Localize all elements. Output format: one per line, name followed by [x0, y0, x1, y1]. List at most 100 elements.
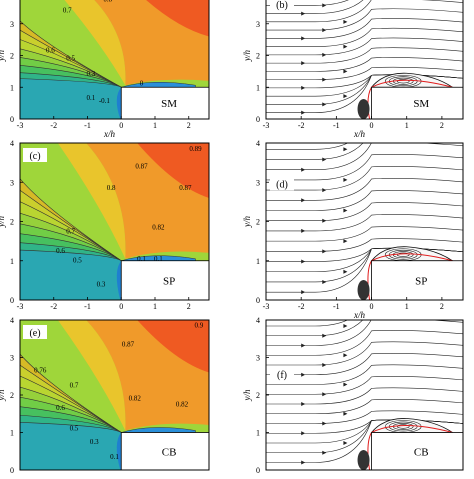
contour-value-label: 0.5	[66, 54, 75, 62]
streamline-arrow	[301, 167, 306, 172]
contour-value-label: 0.87	[122, 340, 135, 348]
contour-line	[20, 249, 122, 262]
streamline-arrow	[322, 249, 327, 254]
y-axis-label: y/h	[0, 50, 6, 62]
case-label: CB	[162, 446, 177, 458]
y-tick-label: 0	[256, 115, 260, 124]
contour-bubble	[116, 87, 122, 119]
streamline-arrow	[322, 279, 327, 284]
y-tick-label: 1	[10, 257, 14, 266]
x-tick-label: -3	[263, 121, 270, 130]
streamline	[266, 143, 364, 160]
x-tick-label: -3	[263, 302, 270, 311]
streamline-arrow	[322, 102, 327, 107]
streamline-arrow	[301, 11, 306, 16]
streamline-arrow	[322, 52, 327, 57]
streamline	[266, 153, 463, 181]
streamline-arrow	[343, 19, 348, 24]
contour-value-label: 0.89	[189, 145, 202, 153]
contour-panel-sm: 0.80.70.60.50.30.1-0.10-3-2-10120123x/hy…	[0, 0, 210, 139]
x-axis-label: x/h	[353, 129, 365, 139]
contour-line	[20, 65, 122, 88]
streamline-arrow	[301, 137, 305, 141]
streamline-arrow	[322, 188, 327, 193]
streamline-field	[266, 0, 463, 119]
streamline-arrow	[301, 314, 305, 318]
streamline-arrow	[343, 269, 348, 274]
y-tick-label: 3	[256, 178, 260, 187]
x-tick-label: 2	[440, 302, 444, 311]
streamline	[266, 238, 463, 252]
contour-value-label: 0.87	[135, 163, 148, 171]
streamline-arrow	[301, 36, 306, 41]
streamline-arrow	[322, 421, 327, 426]
streamline	[266, 399, 463, 415]
streamline	[266, 190, 463, 211]
streamline-panel-sm: -3 -2 -1 0 1 2 0 1 2 3 x/h y/h SM (b)	[242, 0, 464, 139]
contour-value-label: 0.6	[56, 404, 65, 412]
contour-value-label: 0.87	[179, 184, 192, 192]
contour-field: 0.89 0.87 0.87 0.8 0.82 0.7 0.6 0.5 0.3 0.1 0.1	[20, 143, 209, 300]
panel-label-box	[270, 367, 294, 381]
streamline-arrow	[301, 431, 306, 436]
step-block	[120, 86, 209, 119]
contour-value-label: 0.7	[70, 382, 79, 390]
x-tick-label: -3	[17, 302, 24, 311]
y-tick-label: 2	[10, 52, 14, 61]
case-label: SP	[163, 275, 175, 287]
streamline-field	[266, 314, 463, 470]
streamline-arrow	[322, 363, 327, 367]
y-tick-label: 2	[256, 391, 260, 400]
y-tick-label: 2	[10, 391, 14, 400]
contour-value-label: 0.7	[66, 227, 75, 235]
streamline-arrow	[343, 411, 348, 416]
y-tick-label: 0	[10, 466, 14, 474]
case-label: SM	[413, 98, 429, 110]
contour-value-label: -0.1	[99, 97, 111, 105]
contour-value-label: 0.3	[97, 280, 106, 288]
streamline-arrow	[322, 3, 327, 8]
streamline	[266, 143, 349, 150]
y-tick-label: 4	[10, 316, 14, 325]
streamline-arrow	[301, 85, 306, 90]
streamline	[266, 0, 349, 6]
recirculation-vortex	[396, 252, 410, 257]
streamline	[266, 74, 463, 89]
x-tick-label: -2	[298, 302, 305, 311]
streamline	[266, 226, 463, 242]
x-tick-label: 0	[119, 121, 123, 130]
panel-label-box	[270, 0, 294, 11]
streamline-arrow	[343, 208, 348, 213]
streamline-arrow	[301, 259, 306, 264]
y-tick-label: 1	[256, 83, 260, 92]
x-tick-label: -2	[298, 121, 305, 130]
streamline	[266, 57, 463, 72]
y-tick-label: 0	[256, 466, 260, 474]
x-tick-label: -2	[50, 302, 57, 311]
streamline	[266, 320, 364, 337]
contour-line	[20, 72, 122, 88]
x-tick-label: 2	[187, 302, 191, 311]
contour-band	[57, 320, 126, 431]
contour-value-label: 0.76	[34, 367, 47, 375]
y-axis-label: y/h	[242, 216, 252, 228]
contour-bubble	[116, 432, 122, 470]
y-tick-label: 1	[10, 83, 14, 92]
streamline-arrow	[322, 333, 327, 338]
y-axis-label: y/h	[0, 389, 6, 401]
y-axis-label: y/h	[0, 216, 6, 228]
streamline-arrow	[301, 460, 306, 465]
x-tick-label: -1	[84, 302, 91, 311]
streamline	[266, 166, 463, 191]
contour-bubble	[121, 427, 196, 433]
streamline	[266, 375, 463, 395]
contour-value-label: 0.1	[154, 255, 163, 263]
contour-band	[20, 250, 122, 300]
y-tick-label: 3	[10, 178, 14, 187]
contour-band	[20, 78, 122, 119]
contour-band	[64, 0, 126, 86]
streamline	[266, 329, 463, 356]
streamline-arrow	[343, 239, 348, 244]
y-tick-label: 4	[256, 139, 260, 148]
